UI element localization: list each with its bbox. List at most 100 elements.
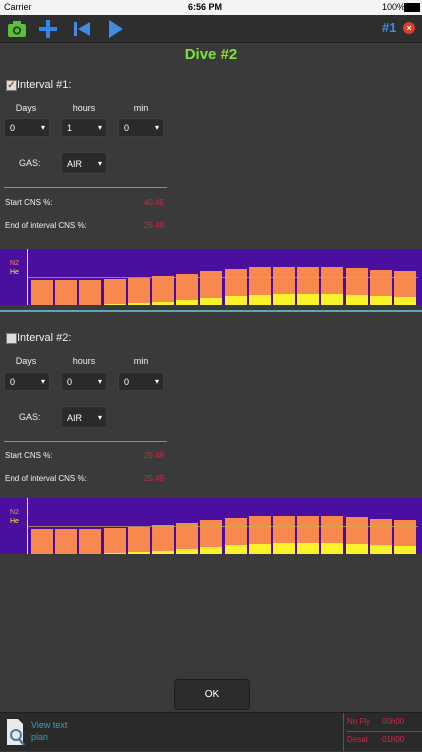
desat-value: 01h00 (382, 735, 405, 744)
chart-axis (27, 498, 28, 554)
start-cns-label: Start CNS %: (5, 451, 53, 460)
n2-segment (103, 528, 126, 553)
start-cns-value: 40.45 (143, 198, 164, 207)
n2-segment (55, 529, 78, 554)
tissue-bar (273, 516, 295, 554)
n2-segment (176, 274, 199, 300)
no-fly-value: 00h00 (382, 717, 405, 726)
n2-segment (31, 529, 53, 554)
gas-select[interactable]: AIR ▾ (61, 152, 107, 174)
plus-icon[interactable] (36, 17, 60, 41)
he-segment (273, 294, 295, 305)
n2-segment (248, 516, 271, 544)
min-select[interactable]: 0 ▾ (118, 118, 164, 137)
he-segment (152, 302, 174, 305)
he-segment (297, 543, 320, 554)
n2-label: N2 (10, 509, 19, 516)
min-value: 0 (124, 377, 130, 387)
view-text-plan-icon[interactable] (5, 717, 27, 747)
tissue-bar (127, 527, 150, 554)
n2-segment (394, 520, 416, 546)
status-bar: Carrier 6:56 PM 100% (0, 0, 422, 15)
hours-value: 1 (67, 123, 73, 133)
he-label: He (10, 518, 19, 525)
days-header: Days (15, 103, 37, 113)
n2-segment (321, 516, 344, 543)
hours-select[interactable]: 1 ▾ (61, 118, 107, 137)
play-icon[interactable] (103, 17, 127, 41)
tissue-bar (152, 276, 174, 305)
he-segment (369, 545, 392, 554)
divider (347, 731, 422, 732)
divider (4, 441, 167, 442)
gas-label: GAS: (19, 158, 41, 168)
reference-line (28, 277, 418, 278)
plan-link[interactable]: plan (31, 732, 49, 742)
hours-header: hours (72, 103, 96, 113)
days-select[interactable]: 0 ▾ (4, 118, 50, 137)
days-header: Days (15, 356, 37, 366)
camera-icon[interactable] (5, 17, 29, 41)
he-segment (127, 303, 150, 305)
tissue-bar (103, 528, 126, 554)
chevron-down-icon: ▾ (154, 377, 159, 386)
n2-segment (321, 267, 344, 294)
hours-select[interactable]: 0 ▾ (61, 372, 107, 391)
he-segment (394, 297, 416, 305)
ok-button[interactable]: OK (174, 679, 250, 710)
hours-value: 0 (67, 377, 73, 387)
he-segment (369, 296, 392, 305)
tissue-bar (127, 278, 150, 305)
interval-1-checkbox[interactable]: ✓ (6, 80, 17, 91)
chevron-down-icon: ▾ (40, 377, 45, 386)
n2-segment (224, 269, 247, 296)
days-value: 0 (10, 377, 16, 387)
n2-segment (248, 267, 271, 295)
tissue-bar (297, 267, 320, 305)
skip-back-icon[interactable] (70, 17, 94, 41)
clock: 6:56 PM (188, 2, 223, 12)
gas-value: AIR (67, 159, 83, 169)
he-segment (321, 543, 344, 554)
interval-2-label: Interval #2: (17, 332, 72, 344)
interval-2-checkbox[interactable] (6, 333, 17, 344)
tissue-bar (369, 270, 392, 305)
divider (4, 187, 167, 188)
tissue-bar (321, 267, 344, 305)
tissue-chart-1: N2 He (0, 249, 422, 305)
tissue-bar (31, 529, 53, 554)
n2-segment (200, 520, 223, 547)
view-text-link[interactable]: View text (31, 720, 68, 730)
days-select[interactable]: 0 ▾ (4, 372, 50, 391)
he-segment (176, 300, 199, 305)
tissue-bar (321, 516, 344, 554)
reference-line (28, 526, 418, 527)
days-value: 0 (10, 123, 16, 133)
he-segment (297, 294, 320, 305)
min-header: min (133, 103, 149, 113)
gas-value: AIR (67, 413, 83, 423)
tissue-bar (297, 516, 320, 554)
he-segment (248, 295, 271, 305)
n2-segment (297, 267, 320, 294)
n2-segment (345, 517, 368, 544)
end-cns-value: 25.49 (143, 474, 164, 483)
he-segment (103, 553, 126, 554)
he-segment (345, 295, 368, 305)
he-segment (394, 546, 416, 554)
end-cns-label: End of interval CNS %: (5, 221, 87, 230)
he-label: He (10, 269, 19, 276)
he-segment (176, 549, 199, 554)
chevron-down-icon: ▾ (40, 123, 45, 132)
start-cns-value: 25.49 (143, 451, 164, 460)
min-select[interactable]: 0 ▾ (118, 372, 164, 391)
n2-segment (79, 280, 102, 305)
chevron-down-icon: ▾ (97, 159, 102, 168)
gas-select[interactable]: AIR ▾ (61, 406, 107, 428)
no-fly-label: No Fly (347, 717, 371, 726)
he-segment (321, 294, 344, 305)
tissue-bar (103, 279, 126, 305)
dive-number-badge: #1 (382, 20, 397, 35)
chevron-down-icon: ▾ (97, 413, 102, 422)
close-icon[interactable]: × (403, 22, 415, 34)
